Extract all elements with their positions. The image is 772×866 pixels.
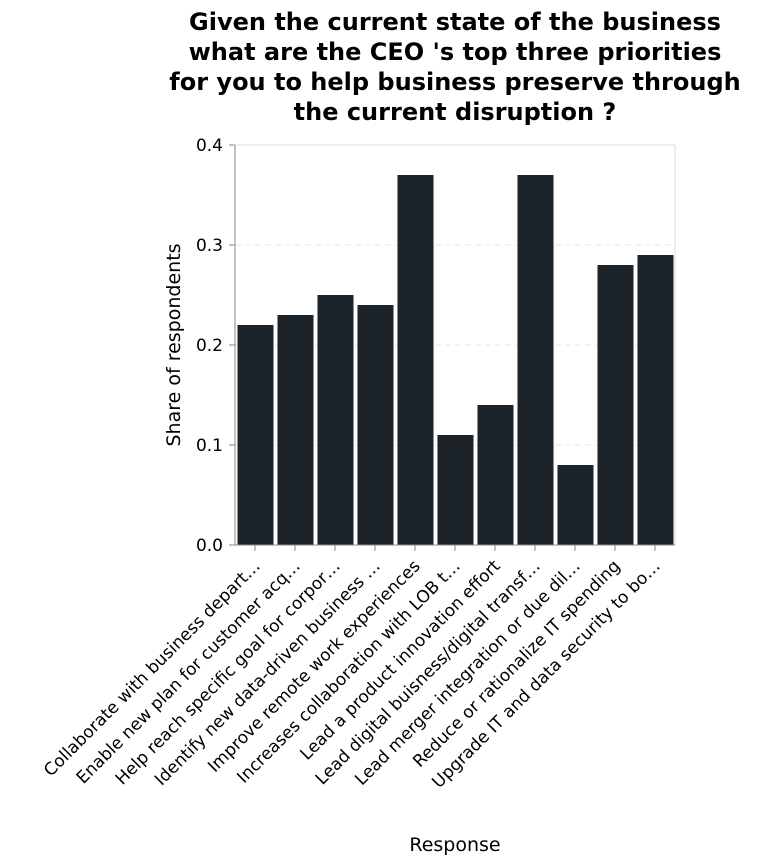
chart-title: Given the current state of the business … (169, 8, 740, 126)
bar (397, 175, 434, 545)
bar (517, 175, 554, 545)
chart-title-line-3: for you to help business preserve throug… (169, 68, 740, 96)
x-axis-ticks: Collaborate with business depart…Enable … (40, 545, 665, 793)
bar (597, 265, 634, 545)
bar (557, 465, 594, 545)
y-tick-label: 0.0 (196, 536, 223, 556)
y-tick-label: 0.3 (196, 236, 223, 256)
bar (477, 405, 514, 545)
bars (237, 175, 674, 545)
chart-title-line-4: the current disruption ? (294, 98, 617, 126)
y-tick-label: 0.2 (196, 336, 223, 356)
bar (317, 295, 354, 545)
chart-title-line-2: what are the CEO 's top three priorities (189, 38, 722, 66)
y-axis-label: Share of respondents (163, 243, 185, 446)
bar (637, 255, 674, 545)
y-tick-label: 0.1 (196, 436, 223, 456)
bar (237, 325, 274, 545)
y-axis-ticks: 0.0 0.1 0.2 0.3 0.4 (196, 136, 235, 556)
chart-title-line-1: Given the current state of the business (189, 8, 721, 36)
y-tick-label: 0.4 (196, 136, 223, 156)
bar (357, 305, 394, 545)
bar (277, 315, 314, 545)
x-axis-label: Response (409, 834, 500, 856)
bar (437, 435, 474, 545)
